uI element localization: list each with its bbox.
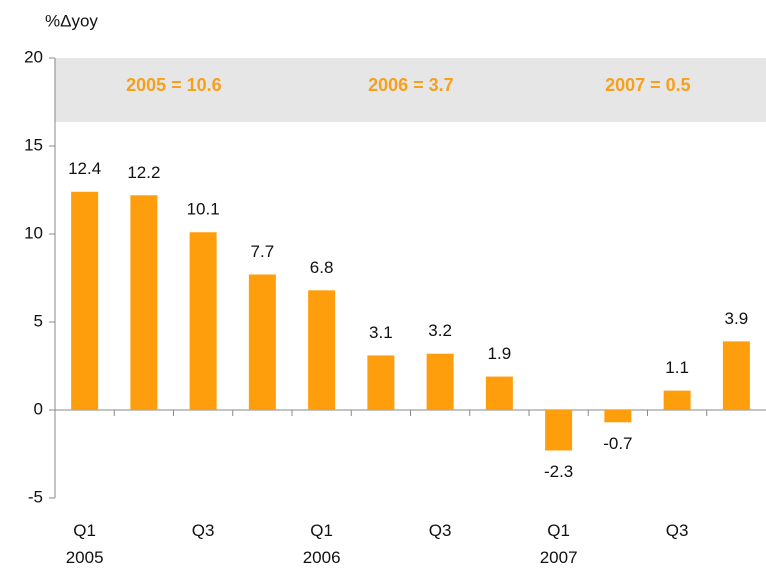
x-tick-label: Q1 2007 [540, 521, 578, 567]
value-label: 10.1 [187, 200, 220, 219]
value-label: 3.9 [725, 309, 749, 328]
y-axis-label: %Δyoy [45, 11, 98, 30]
value-label: 3.2 [428, 321, 452, 340]
annotation: 2007 = 0.5 [605, 75, 691, 95]
bar [189, 232, 217, 410]
annotation-band [55, 58, 766, 122]
bar [722, 341, 750, 410]
bar [130, 195, 158, 410]
value-label: 12.4 [68, 159, 101, 178]
value-label: 6.8 [310, 258, 334, 277]
bar [545, 410, 573, 451]
y-tick-label: 20 [24, 47, 43, 66]
bar [485, 376, 513, 410]
y-tick-label: 0 [34, 399, 43, 418]
annotation: 2005 = 10.6 [126, 75, 222, 95]
x-tick-label: Q3 [666, 521, 689, 540]
bar [248, 274, 276, 410]
annotation: 2006 = 3.7 [368, 75, 454, 95]
value-label: 1.1 [665, 358, 689, 377]
bar [663, 390, 691, 410]
value-label: 7.7 [251, 242, 275, 261]
value-label: -2.3 [544, 462, 573, 481]
x-tick-label: Q3 [192, 521, 215, 540]
x-tick-label: Q1 2006 [303, 521, 341, 567]
y-tick-label: 10 [24, 223, 43, 242]
bar [308, 290, 336, 410]
y-tick-label: 5 [34, 311, 43, 330]
bar [71, 191, 99, 410]
y-tick-label: 15 [24, 135, 43, 154]
value-label: -0.7 [603, 434, 632, 453]
value-label: 12.2 [127, 163, 160, 182]
bar [426, 353, 454, 410]
value-label: 3.1 [369, 323, 393, 342]
bar [367, 355, 395, 410]
x-tick-label: Q1 2005 [66, 521, 104, 567]
bar [604, 410, 632, 423]
x-tick-label: Q3 [429, 521, 452, 540]
y-tick-label: -5 [28, 487, 43, 506]
value-label: 1.9 [488, 344, 512, 363]
